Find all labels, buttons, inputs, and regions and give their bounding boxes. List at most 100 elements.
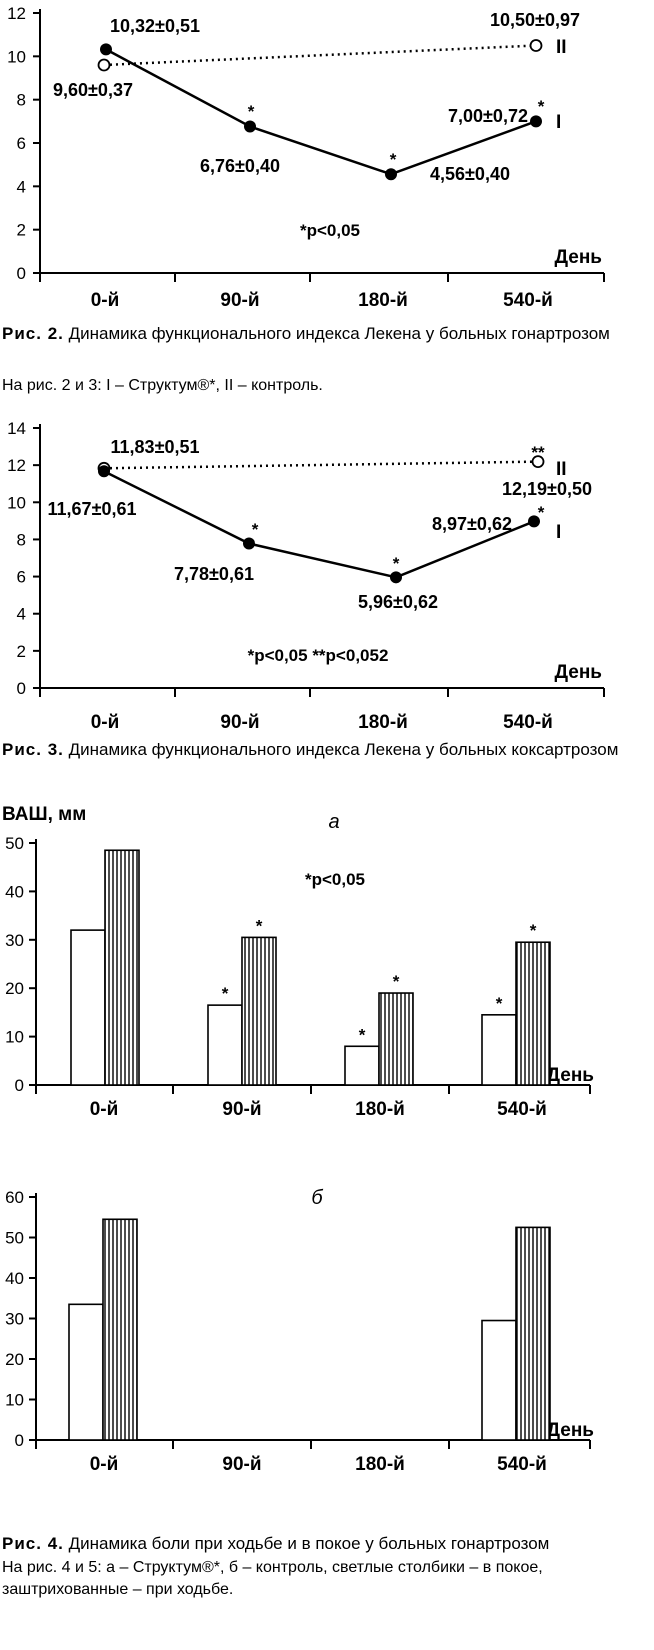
series-I-name: I [556,112,561,133]
bar-walking [241,936,277,1086]
series-II-data-label: 12,19±0,50 [502,479,592,499]
y-axis-label: ВАШ, мм [2,804,86,825]
bar-at-rest [481,1319,517,1441]
y-tick-label: 10 [7,493,26,512]
significance-marker: * [496,994,503,1013]
y-tick-label: 0 [15,1076,24,1095]
x-axis-label: День [555,247,603,268]
x-tick-label: 180-й [355,1454,405,1475]
series-II-point [531,455,545,469]
significance-marker: * [538,97,545,116]
x-tick-label: 540-й [497,1099,547,1120]
y-tick-label: 20 [5,979,24,998]
series-I-point [530,115,542,128]
y-tick-label: 0 [17,264,26,283]
x-tick-label: 540-й [503,290,553,311]
series-I-data-label: 7,00±0,72 [448,106,528,126]
x-tick-label: 90-й [222,1099,261,1120]
series-I-data-label: 5,96±0,62 [358,592,438,612]
bar-walking [515,941,551,1086]
series-I-point [390,571,402,584]
significance-marker: * [393,972,400,991]
series-I-name: I [556,522,561,543]
series-I-point [244,120,256,133]
y-tick-label: 10 [7,47,26,66]
x-axis-label: День [547,1065,595,1086]
x-tick-label: 540-й [497,1454,547,1475]
y-tick-label: 8 [17,530,26,549]
y-tick-label: 2 [17,221,26,240]
x-tick-label: 0-й [90,1454,119,1475]
fig3-caption: Рис. 3. Динамика функционального индекса… [2,738,642,762]
fig4-caption: Рис. 4. Динамика боли при ходьбе и в пок… [2,1532,642,1556]
y-tick-label: 20 [5,1350,24,1369]
p-value-annotation: *p<0,05 [300,221,360,240]
y-tick-label: 8 [17,91,26,110]
p-value-annotation: *p<0,05 **p<0,052 [248,646,389,665]
x-tick-label: 180-й [358,712,408,733]
y-tick-label: 0 [17,679,26,698]
y-tick-label: 4 [17,605,26,624]
significance-marker: * [248,102,255,121]
series-II-data-label: 9,60±0,37 [53,80,133,100]
bar-at-rest [207,1004,243,1086]
y-tick-label: 40 [5,882,24,901]
fig2-note: На рис. 2 и 3: I – Структум®*, II – конт… [2,377,323,394]
series-I-data-label: 11,67±0,61 [48,499,137,519]
bar-at-rest [68,1303,104,1441]
p-value-annotation: *p<0,05 [305,870,365,889]
series-II-name: II [556,37,567,58]
series-I-line [103,470,535,579]
fig4-note: На рис. 4 и 5: а – Структум®*, б – контр… [2,1559,543,1598]
x-tick-label: 540-й [503,712,553,733]
x-tick-label: 180-й [355,1099,405,1120]
panel-label: а [328,811,339,833]
fig3-caption-text: Динамика функционального индекса Лекена … [68,740,619,759]
y-tick-label: 14 [7,419,26,438]
series-II-name: II [556,459,567,480]
series-I-point [100,43,112,56]
y-tick-label: 6 [17,134,26,153]
x-tick-label: 90-й [222,1454,261,1475]
y-tick-label: 10 [5,1391,24,1410]
y-tick-label: 50 [5,1229,24,1248]
fig2-caption-number: Рис. 2. [2,324,64,343]
bar-at-rest [344,1045,380,1086]
series-II-data-label: 11,83±0,51 [111,437,200,457]
fig4a-bar-chart: ВАШ, мм а 0 10 20 30 40 50 0-й 90-й 180-й 540-йДень… [2,804,595,1120]
series-II-data-label: 10,50±0,97 [490,10,580,30]
series-II-point [97,58,111,72]
y-tick-label: 60 [5,1188,24,1207]
x-tick-label: 0-й [91,290,120,311]
fig4-caption-text: Динамика боли при ходьбе и в покое у бол… [68,1534,550,1553]
significance-marker: * [390,150,397,169]
significance-marker: * [256,916,263,935]
y-tick-label: 50 [5,834,24,853]
fig2-caption: Рис. 2. Динамика функционального индекса… [2,322,642,346]
x-axis-label: День [547,1420,595,1441]
y-tick-label: 10 [5,1028,24,1047]
y-tick-label: 0 [15,1431,24,1450]
bar-walking [102,1218,138,1441]
y-tick-label: 6 [17,568,26,587]
bar-at-rest [70,929,106,1086]
bar-walking [378,992,414,1086]
fig4-caption-number: Рис. 4. [2,1534,64,1553]
y-tick-label: 30 [5,931,24,950]
significance-marker: * [538,503,545,522]
series-II-line [103,44,537,67]
x-tick-label: 90-й [220,290,259,311]
x-tick-label: 90-й [220,712,259,733]
series-II-line [103,460,539,470]
y-tick-label: 12 [7,4,26,23]
series-I-point [385,168,397,181]
series-I-point [243,537,255,550]
significance-marker: * [252,520,259,539]
x-tick-label: 0-й [90,1099,119,1120]
x-tick-label: 180-й [358,290,408,311]
y-tick-label: 2 [17,642,26,661]
bar-at-rest [481,1014,517,1086]
significance-marker: * [393,554,400,573]
y-tick-label: 12 [7,456,26,475]
